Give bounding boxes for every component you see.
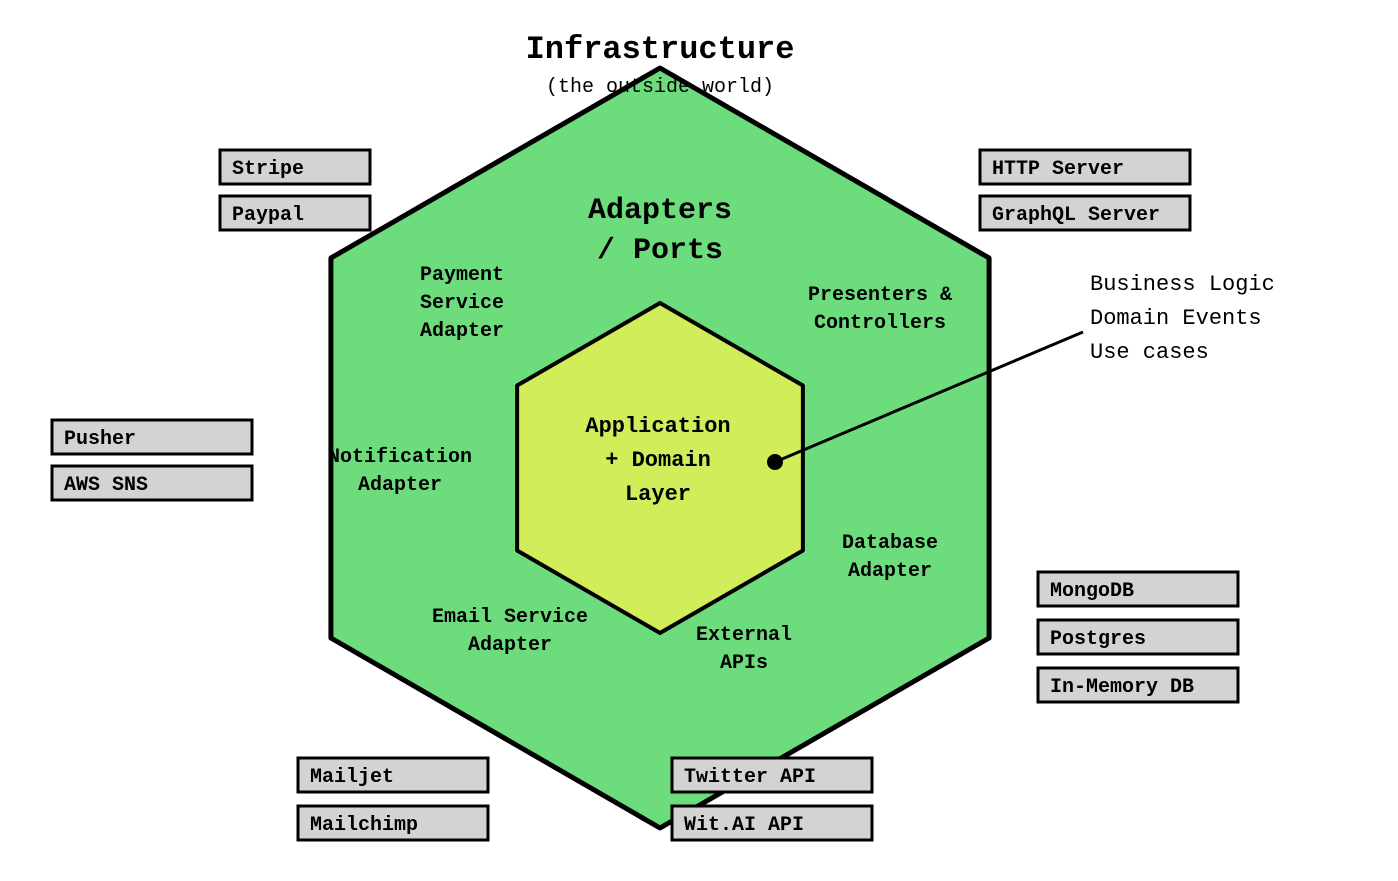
infra-box-label: Stripe [232,158,304,181]
application-domain-label: Layer [625,482,691,507]
infra-box-label: In-Memory DB [1050,676,1194,699]
annotation-text: Use cases [1090,340,1209,365]
adapter-label-payment: Adapter [420,320,504,343]
infra-box-label: Mailchimp [310,814,418,837]
adapter-label-email: Adapter [468,634,552,657]
adapter-label-database: Adapter [848,560,932,583]
infra-box-label: Wit.AI API [684,814,804,837]
hexagonal-architecture-diagram: Infrastructure (the outside world) Adapter… [0,0,1398,881]
adapters-ports-label: Adapters [588,194,732,228]
infra-box-label: GraphQL Server [992,204,1160,227]
infra-box-label: AWS SNS [64,474,148,497]
adapter-label-external: External [696,624,792,647]
infra-box-label: Pusher [64,428,136,451]
infra-box-label: Postgres [1050,628,1146,651]
annotation-text: Business Logic [1090,272,1275,297]
adapter-label-external: APIs [720,652,768,675]
infra-box-label: MongoDB [1050,580,1134,603]
application-domain-label: Application [585,414,730,439]
diagram-title: Infrastructure [526,31,795,68]
adapter-label-notification: Adapter [358,474,442,497]
annotation-text: Domain Events [1090,306,1262,331]
adapter-label-notification: Notification [328,446,472,469]
adapter-label-presenters: Controllers [814,312,946,335]
adapter-label-presenters: Presenters & [808,284,952,307]
infra-box-label: Mailjet [310,766,394,789]
infra-box-label: Twitter API [684,766,816,789]
annotation-pointer-dot [767,454,783,470]
infra-box-label: HTTP Server [992,158,1124,181]
adapter-label-payment: Service [420,292,504,315]
application-domain-label: + Domain [605,448,711,473]
infra-box-label: Paypal [232,204,304,227]
adapter-label-database: Database [842,532,938,555]
adapter-label-payment: Payment [420,264,504,287]
adapters-ports-label: / Ports [597,234,723,268]
diagram-subtitle: (the outside world) [546,76,774,99]
adapter-label-email: Email Service [432,606,588,629]
